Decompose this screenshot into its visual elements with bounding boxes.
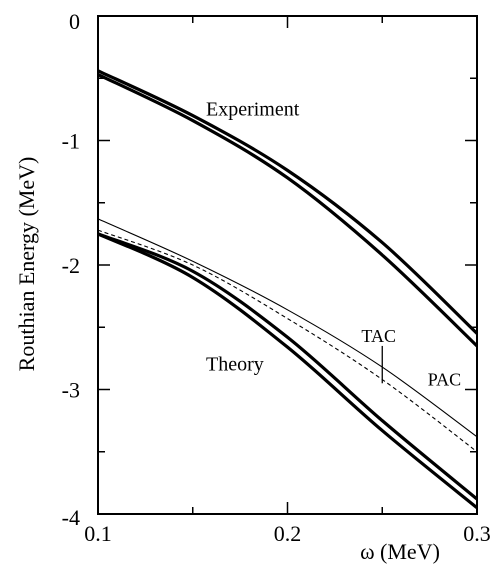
x-tick-label: 0.1 bbox=[84, 521, 112, 546]
annotations: Experiment Theory TAC PAC bbox=[206, 98, 461, 389]
series-line-1 bbox=[97, 69, 479, 335]
annotation-label: TAC bbox=[361, 326, 396, 346]
annotation-label: Experiment bbox=[206, 98, 300, 120]
series-line-2 bbox=[97, 73, 479, 348]
y-tick-label: -2 bbox=[62, 253, 80, 278]
tick-labels: 0.1 0.2 0.3 0 -1 -2 -3 -4 bbox=[62, 9, 491, 546]
series-line-3 bbox=[97, 218, 478, 438]
x-tick-label: 0.2 bbox=[274, 521, 302, 546]
series-line-4 bbox=[97, 229, 478, 453]
annotation-label: PAC bbox=[428, 370, 461, 390]
y-tick-label: -4 bbox=[62, 505, 80, 530]
series-line-6 bbox=[97, 232, 479, 510]
y-tick-label: -3 bbox=[62, 378, 80, 403]
axis-ticks bbox=[97, 15, 478, 515]
annotation-label: Theory bbox=[206, 354, 264, 376]
series-lines bbox=[97, 69, 479, 510]
series-line-5 bbox=[97, 232, 479, 501]
plot-frame bbox=[97, 15, 478, 515]
x-axis-title: ω (MeV) bbox=[360, 539, 440, 564]
x-tick-label: 0.3 bbox=[463, 521, 491, 546]
y-tick-label: -1 bbox=[62, 129, 80, 154]
y-axis-title: Routhian Energy (MeV) bbox=[14, 157, 39, 372]
y-tick-label: 0 bbox=[69, 9, 80, 34]
